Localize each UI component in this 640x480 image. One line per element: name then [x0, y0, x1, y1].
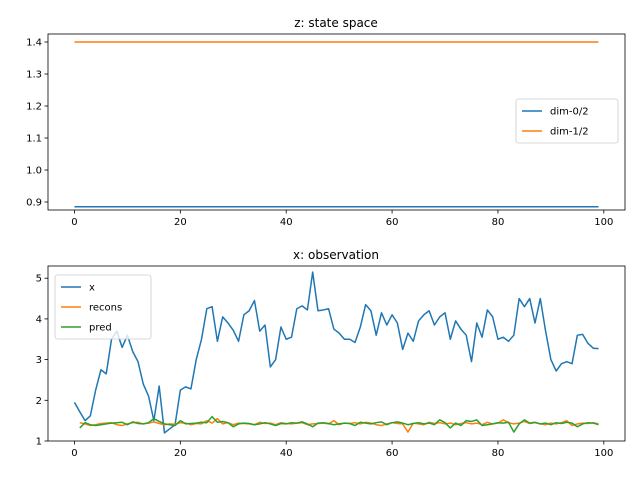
x-tick-label: 100	[594, 448, 613, 459]
y-tick-label: 1.3	[26, 70, 42, 81]
x-tick-label: 100	[594, 217, 613, 228]
y-tick-label: 1.4	[26, 38, 42, 49]
bottom-chart: x: observation 0 20 40 60 80 100 1 2 3 4 5 x recons…	[36, 248, 626, 459]
x-tick-label: 40	[280, 448, 293, 459]
series-line-x	[73, 271, 599, 434]
axes-frame	[47, 33, 626, 211]
y-tick-label: 5	[36, 274, 42, 285]
y-tick-label: 3	[36, 355, 42, 366]
top-chart-title: z: state space	[294, 16, 378, 30]
x-tick-label: 40	[280, 217, 293, 228]
y-tick-label: 2	[36, 396, 42, 407]
x-tick-label: 0	[71, 217, 77, 228]
x-tick-label: 60	[386, 448, 399, 459]
y-tick-label: 1.2	[26, 102, 42, 113]
y-tick-label: 1	[36, 437, 42, 448]
legend-label: recons	[89, 303, 122, 314]
y-tick-label: 4	[36, 314, 42, 325]
legend-box	[515, 98, 619, 144]
bottom-chart-title: x: observation	[293, 248, 379, 262]
legend-label: dim-0/2	[550, 107, 589, 118]
legend-label: pred	[89, 323, 112, 334]
x-tick-label: 60	[386, 217, 399, 228]
axes-frame	[47, 265, 626, 442]
x-tick-label: 0	[71, 448, 77, 459]
y-tick-label: 1.1	[26, 134, 42, 145]
series-line-pred	[79, 415, 599, 433]
bottom-legend: x recons pred	[54, 274, 152, 340]
y-tick-label: 1.0	[26, 166, 42, 177]
legend-label: dim-1/2	[550, 127, 589, 138]
x-tick-label: 80	[492, 217, 505, 228]
legend-box	[54, 274, 152, 340]
legend-label: x	[89, 283, 95, 294]
y-tick-label: 0.9	[26, 198, 42, 209]
top-chart: z: state space 0 20 40 60 80 100 0.9 1.0 1.1 1.2 1…	[26, 16, 626, 228]
top-plot-area: 0 20 40 60 80 100 0.9 1.0 1.1 1.2 1.3 1.4	[26, 33, 626, 228]
x-tick-label: 20	[174, 448, 187, 459]
bottom-plot-area: 0 20 40 60 80 100 1 2 3 4 5	[36, 265, 626, 459]
x-tick-label: 20	[174, 217, 187, 228]
top-legend: dim-0/2 dim-1/2	[515, 98, 619, 144]
x-tick-label: 80	[492, 448, 505, 459]
